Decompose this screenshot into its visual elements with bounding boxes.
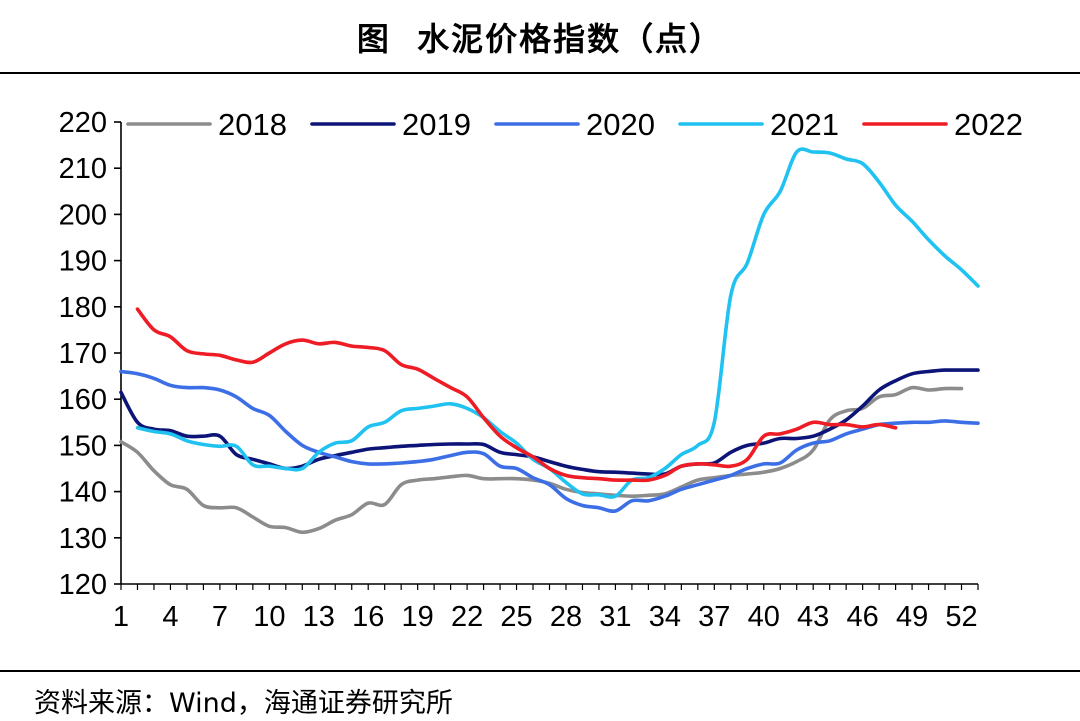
chart-series bbox=[119, 147, 980, 535]
x-tick-label: 10 bbox=[253, 601, 285, 633]
x-tick-label: 37 bbox=[698, 601, 730, 633]
y-tick-label: 150 bbox=[59, 430, 107, 462]
y-tick-label: 220 bbox=[59, 107, 107, 139]
x-tick-label: 25 bbox=[500, 601, 532, 633]
x-tick-label: 1 bbox=[113, 601, 129, 633]
y-tick-label: 160 bbox=[59, 384, 107, 416]
x-tick-label: 46 bbox=[847, 601, 879, 633]
legend-label-2019: 2019 bbox=[402, 107, 471, 142]
x-tick-label: 31 bbox=[599, 601, 631, 633]
y-tick-label: 180 bbox=[59, 292, 107, 324]
y-tick-label: 140 bbox=[59, 477, 107, 509]
x-tick-label: 22 bbox=[451, 601, 483, 633]
series-line-2021 bbox=[135, 147, 980, 499]
x-tick-label: 40 bbox=[748, 601, 780, 633]
y-tick-label: 200 bbox=[59, 199, 107, 231]
y-tick-label: 130 bbox=[59, 523, 107, 555]
y-tick-label: 120 bbox=[59, 569, 107, 601]
y-tick-label: 210 bbox=[59, 153, 107, 185]
x-tick-label: 43 bbox=[797, 601, 829, 633]
x-tick-label: 13 bbox=[303, 601, 335, 633]
legend-label-2021: 2021 bbox=[770, 107, 839, 142]
series-line-2022 bbox=[135, 307, 898, 483]
y-tick-label: 170 bbox=[59, 338, 107, 370]
series-line-2019 bbox=[119, 368, 980, 477]
legend-label-2018: 2018 bbox=[218, 107, 287, 142]
source-note: 资料来源：Wind，海通证券研究所 bbox=[34, 688, 453, 719]
footer-divider bbox=[0, 670, 1080, 672]
y-tick-label: 190 bbox=[59, 246, 107, 278]
x-tick-label: 28 bbox=[550, 601, 582, 633]
legend-label-2022: 2022 bbox=[954, 107, 1023, 142]
x-tick-label: 34 bbox=[649, 601, 681, 633]
legend-label-2020: 2020 bbox=[586, 107, 655, 142]
title-divider bbox=[0, 72, 1080, 74]
x-tick-label: 4 bbox=[162, 601, 178, 633]
chart-axes: 120 130 140 150 160 170 180 190 200 210 220 1 4 7 10 13… bbox=[59, 107, 979, 633]
x-tick-label: 19 bbox=[402, 601, 434, 633]
x-tick-label: 52 bbox=[945, 601, 977, 633]
page-title: 图 水泥价格指数（点） bbox=[356, 20, 724, 58]
x-tick-label: 49 bbox=[896, 601, 928, 633]
series-line-2020 bbox=[119, 369, 980, 514]
x-tick-label: 7 bbox=[212, 601, 228, 633]
x-tick-label: 16 bbox=[352, 601, 384, 633]
chart-legend: 2018 2019 2020 2021 2022 bbox=[126, 107, 1023, 142]
